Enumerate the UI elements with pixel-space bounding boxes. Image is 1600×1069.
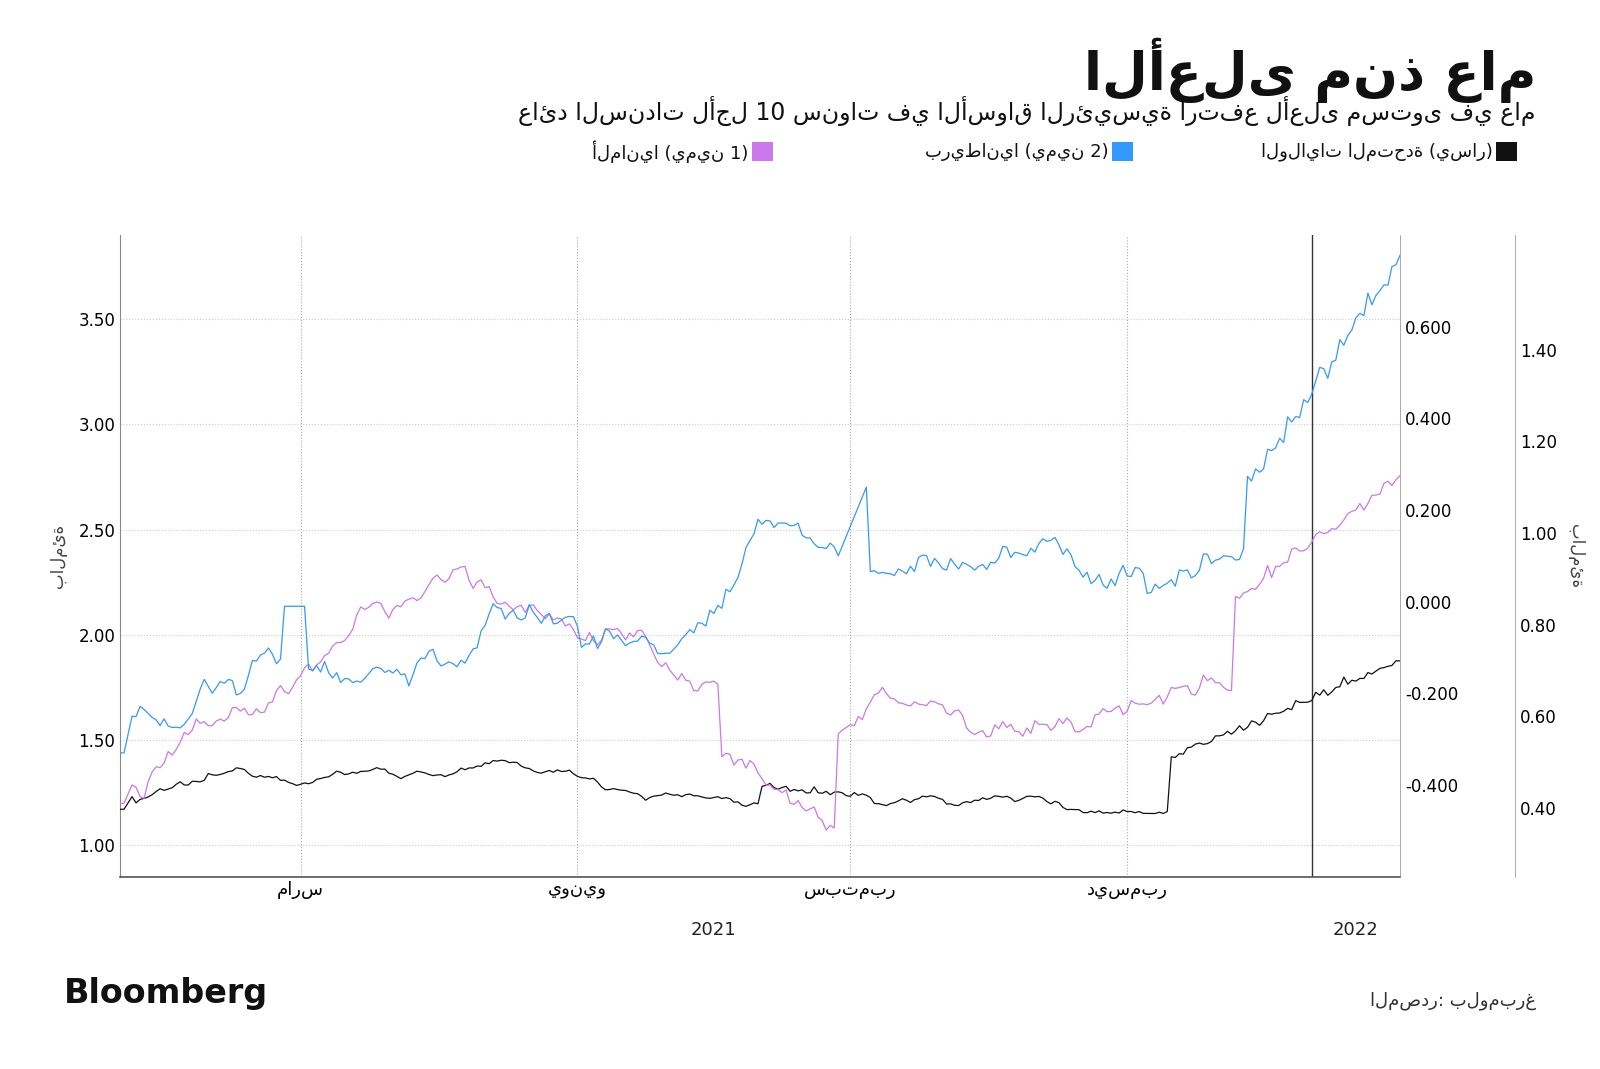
- Y-axis label: بالمئة: بالمئة: [50, 524, 67, 588]
- Y-axis label: بالمئة: بالمئة: [1566, 524, 1586, 588]
- Text: ألمانيا (يمين 1): ألمانيا (يمين 1): [592, 140, 749, 164]
- Text: المصدر: بلومبرغ: المصدر: بلومبرغ: [1370, 992, 1536, 1010]
- Text: Bloomberg: Bloomberg: [64, 977, 269, 1010]
- Text: عائد السندات لأجل 10 سنوات في الأسواق الرئيسية ارتفع لأعلى مستوى في عام: عائد السندات لأجل 10 سنوات في الأسواق ال…: [518, 96, 1536, 126]
- Text: 2021: 2021: [691, 921, 736, 939]
- Text: 2022: 2022: [1333, 921, 1379, 939]
- Text: الولايات المتحدة (يسار): الولايات المتحدة (يسار): [1261, 142, 1493, 161]
- Text: الأعلى منذ عام: الأعلى منذ عام: [1083, 37, 1536, 103]
- Text: بريطانيا (يمين 2): بريطانيا (يمين 2): [925, 143, 1109, 160]
